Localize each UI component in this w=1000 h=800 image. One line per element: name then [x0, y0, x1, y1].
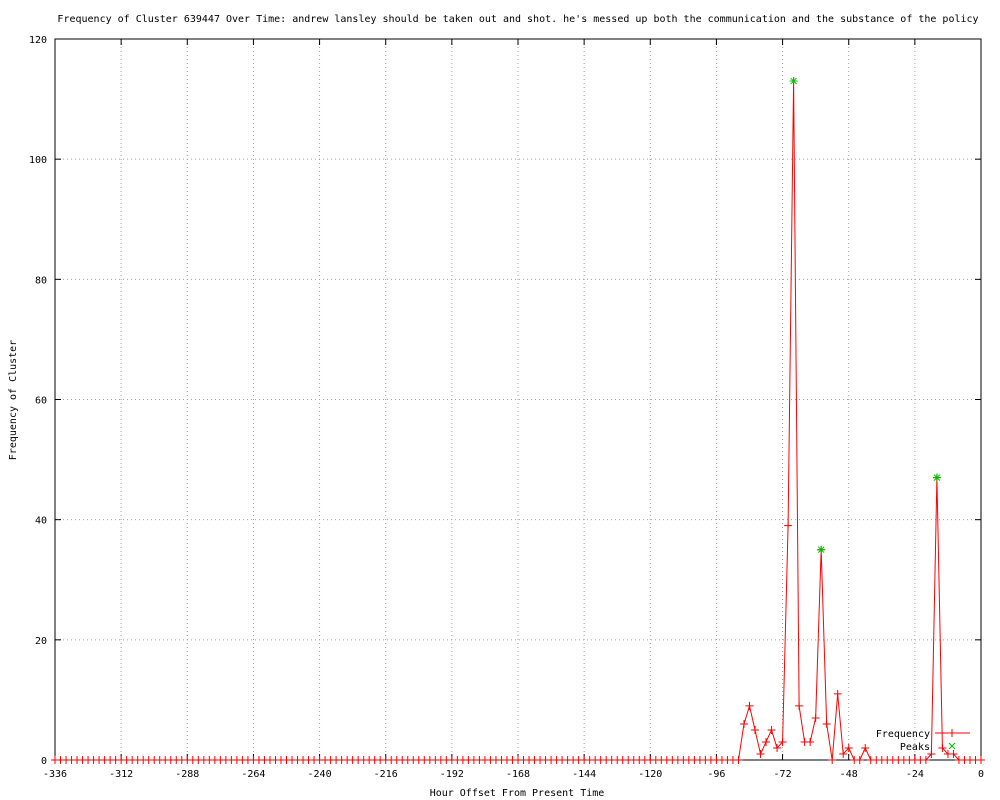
- frequency-point: [811, 713, 820, 722]
- frequency-point: [828, 756, 837, 764]
- frequency-point: [806, 737, 815, 746]
- peak-point: [932, 473, 941, 482]
- grid: [55, 39, 981, 760]
- frequency-point: [795, 701, 804, 710]
- frequency-point: [844, 743, 853, 752]
- legend: Frequency Peaks: [876, 729, 970, 753]
- legend-peaks-marker: [948, 742, 956, 750]
- x-tick-label: -216: [374, 769, 398, 780]
- y-axis-label: Frequency of Cluster: [8, 340, 19, 460]
- x-tick-label: -240: [308, 769, 332, 780]
- x-tick-label: -96: [707, 769, 725, 780]
- peak-point: [817, 545, 826, 554]
- frequency-point: [784, 521, 793, 530]
- y-tick-label: 0: [41, 756, 47, 767]
- frequency-point: [739, 719, 748, 728]
- y-tick-label: 120: [29, 35, 47, 46]
- frequency-line: [55, 81, 981, 761]
- x-tick-label: -120: [638, 769, 662, 780]
- peak-point: [789, 77, 798, 86]
- x-tick-label: -72: [774, 769, 792, 780]
- frequency-point: [938, 743, 947, 752]
- frequency-point: [861, 743, 870, 752]
- y-tick-label: 60: [35, 396, 47, 407]
- x-tick-label: -48: [840, 769, 858, 780]
- frequency-point: [778, 737, 787, 746]
- y-tick-label: 80: [35, 275, 47, 286]
- frequency-point: [756, 749, 765, 758]
- frequency-point: [833, 689, 842, 698]
- tick-labels: -336 -312 -288 -264 -240 -216 -192 -168 -144 -120…: [29, 35, 984, 780]
- frequency-point: [773, 743, 782, 752]
- chart-title: Frequency of Cluster 639447 Over Time: a…: [57, 14, 978, 25]
- frequency-point: [977, 756, 985, 764]
- frequency-point: [751, 725, 760, 734]
- x-tick-label: -288: [175, 769, 199, 780]
- x-tick-label: -312: [109, 769, 133, 780]
- frequency-point: [839, 749, 848, 758]
- y-tick-label: 40: [35, 516, 47, 527]
- legend-frequency-label: Frequency: [876, 729, 930, 740]
- frequency-point: [855, 756, 864, 764]
- x-tick-label: -24: [906, 769, 924, 780]
- frequency-point: [822, 719, 831, 728]
- x-tick-label: -336: [43, 769, 67, 780]
- frequency-point: [949, 749, 958, 758]
- x-axis-label: Hour Offset From Present Time: [430, 788, 605, 799]
- frequency-point: [762, 737, 771, 746]
- frequency-point: [921, 756, 930, 764]
- frequency-point: [734, 756, 743, 764]
- x-tick-label: -264: [241, 769, 265, 780]
- y-tick-label: 20: [35, 636, 47, 647]
- legend-frequency-marker: [948, 729, 956, 737]
- frequency-point: [927, 749, 936, 758]
- frequency-point: [745, 701, 754, 710]
- x-tick-label: -144: [572, 769, 596, 780]
- x-tick-label: -168: [506, 769, 530, 780]
- legend-peaks-label: Peaks: [900, 742, 930, 753]
- x-tick-label: -192: [440, 769, 464, 780]
- series: [51, 77, 985, 764]
- x-tick-label: 0: [978, 769, 984, 780]
- y-tick-label: 100: [29, 155, 47, 166]
- frequency-point: [767, 725, 776, 734]
